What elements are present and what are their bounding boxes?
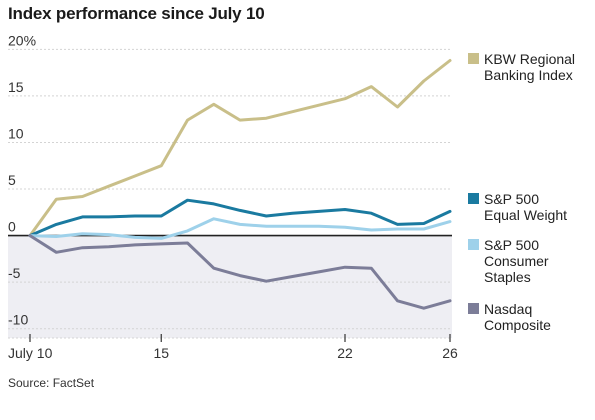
legend-label: Consumer <box>484 253 549 269</box>
y-tick-label: 15 <box>8 79 24 95</box>
negative-region-shade <box>8 235 452 338</box>
y-tick-label: -10 <box>8 312 28 328</box>
series-line-1 <box>28 198 452 238</box>
legend-label: S&P 500 <box>484 237 539 253</box>
line-chart: 20% 15 10 5 0 -5 -10 July 10 15 22 26 KBW Regiona… <box>8 32 575 361</box>
x-tick-label: July 10 <box>8 345 53 361</box>
legend-label: Staples <box>484 269 531 285</box>
y-tick-label: 10 <box>8 125 24 141</box>
series-lines <box>28 59 452 310</box>
gridlines <box>8 48 452 330</box>
legend-label: Banking Index <box>484 67 573 83</box>
series-line-3 <box>28 234 452 310</box>
legend-label: S&P 500 <box>484 191 539 207</box>
legend-swatch <box>468 193 479 204</box>
y-axis-ticks: 20% 15 10 5 0 -5 -10 <box>8 32 36 327</box>
legend-label: KBW Regional <box>484 51 575 67</box>
source-note: Source: FactSet <box>8 376 95 390</box>
y-tick-label: 5 <box>8 172 16 188</box>
chart-title: Index performance since July 10 <box>8 4 265 23</box>
x-axis-ticks: July 10 15 22 26 <box>8 334 458 361</box>
legend-label: Equal Weight <box>484 207 567 223</box>
x-tick-label: 26 <box>442 345 458 361</box>
legend-swatch <box>468 53 479 64</box>
series-line-2 <box>28 217 452 240</box>
y-tick-label: 20% <box>8 32 36 48</box>
negative-region-band <box>8 235 452 338</box>
series-line-0 <box>28 59 452 238</box>
y-tick-label: 0 <box>8 219 16 235</box>
legend-swatch <box>468 239 479 250</box>
legend-label: Composite <box>484 317 551 333</box>
legend-swatch <box>468 303 479 314</box>
legend-label: Nasdaq <box>484 301 532 317</box>
x-tick-label: 15 <box>153 345 169 361</box>
x-tick-label: 22 <box>337 345 353 361</box>
y-tick-label: -5 <box>8 265 21 281</box>
